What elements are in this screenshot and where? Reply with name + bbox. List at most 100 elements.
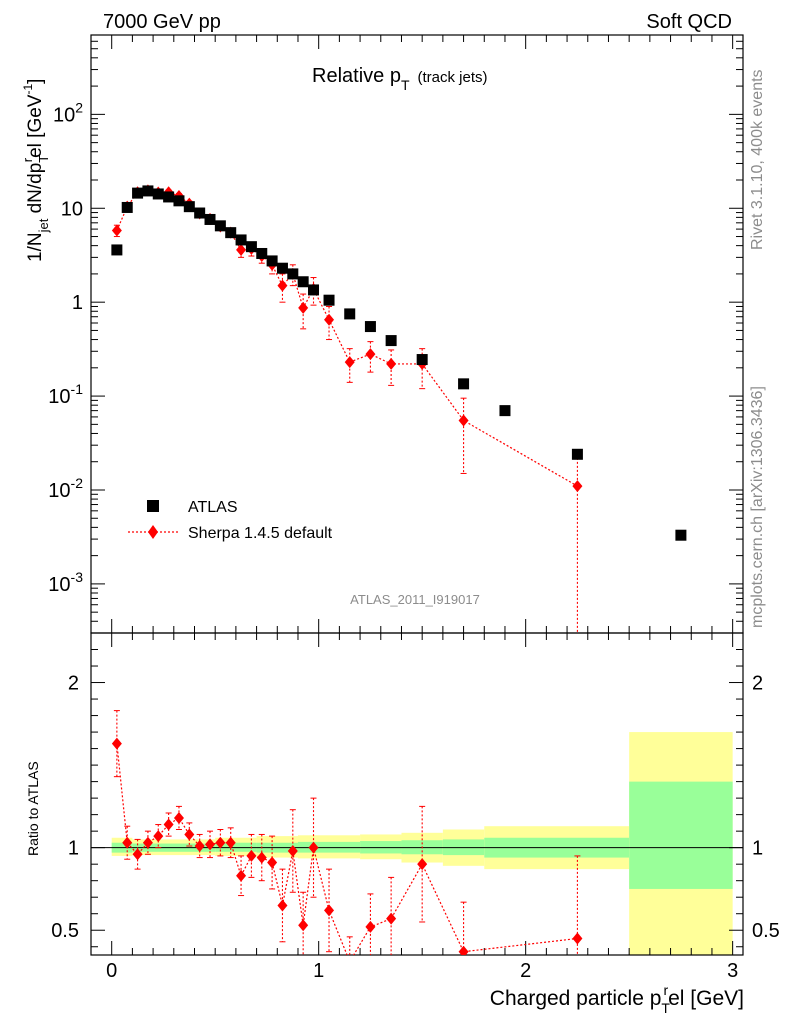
- ratio-frame: [90, 632, 744, 956]
- rivet-label: Rivet 3.1.10, 400k events: [749, 69, 766, 250]
- header-left: 7000 GeV pp: [103, 11, 221, 33]
- atlas-point: [364, 321, 376, 333]
- atlas-point: [416, 354, 428, 366]
- atlas-point: [214, 220, 226, 232]
- ratio-point: [572, 932, 583, 945]
- atlas-point: [163, 191, 175, 203]
- analysis-id: ATLAS_2011_I919017: [350, 592, 480, 607]
- y-tick-label-0: 10-3: [48, 569, 83, 596]
- sherpa-point: [572, 480, 583, 493]
- y-tick-label-4: 10: [61, 198, 83, 220]
- ratio-point: [111, 737, 122, 750]
- sherpa-point: [111, 224, 122, 237]
- x-tick-label-0: 0: [106, 960, 117, 982]
- x-tick-label-2: 2: [520, 960, 531, 982]
- ylabel-part-4: r: [20, 157, 35, 162]
- y-tick-label-5: 102: [53, 99, 83, 126]
- ratio-point: [365, 920, 376, 933]
- band-inner-9: [629, 781, 733, 889]
- ratio-point: [215, 836, 226, 849]
- xlabel-main: Charged particle p: [490, 987, 662, 1010]
- atlas-point: [121, 201, 133, 213]
- plot-title-sub: T: [401, 77, 410, 93]
- y-tick-label-2: 10-1: [48, 381, 83, 408]
- ratio-point: [308, 841, 319, 854]
- atlas-point: [385, 335, 397, 347]
- main-frame: [90, 34, 744, 634]
- x-tick-label-3: 3: [727, 960, 738, 982]
- mcplots-label: mcplots.cern.ch [arXiv:1306.3436]: [749, 386, 766, 628]
- atlas-point: [152, 188, 164, 200]
- legend-atlas-label: ATLAS: [188, 499, 238, 516]
- sherpa-line: [116, 189, 578, 487]
- x-axis-label: Charged particle pTrel [GeV]: [490, 982, 744, 1016]
- ratio-point: [225, 836, 236, 849]
- ylabel-part-0: 1/N: [25, 232, 46, 262]
- atlas-point: [256, 247, 268, 259]
- main-plot-layer: 10-3 10-2 10-1 1 10 102: [48, 34, 744, 634]
- legend-sherpa-marker: [148, 525, 158, 539]
- atlas-point: [142, 185, 154, 197]
- sherpa-point: [344, 356, 355, 369]
- ratio-point: [236, 869, 247, 882]
- atlas-point: [183, 201, 195, 213]
- atlas-point: [194, 207, 206, 219]
- ratio-point: [458, 945, 469, 955]
- atlas-point: [297, 276, 309, 288]
- ratio-point: [277, 899, 288, 912]
- sherpa-point: [365, 348, 376, 361]
- ylabel-part-1: jet: [36, 218, 51, 233]
- plot-title-extra: (track jets): [418, 69, 488, 86]
- x-tick-label-1: 1: [313, 960, 324, 982]
- ratio-point: [184, 828, 195, 841]
- ratio-point: [256, 851, 267, 864]
- sherpa-point: [298, 301, 309, 314]
- ratio-points-group: [111, 710, 583, 968]
- sherpa-point: [458, 414, 469, 427]
- atlas-point: [225, 227, 237, 239]
- ratio-tick-label-right-1: 1: [752, 838, 763, 860]
- y-tick-label-1: 10-2: [48, 475, 83, 502]
- atlas-point: [323, 294, 335, 306]
- ylabel-part-3: T: [36, 155, 51, 163]
- ratio-tick-label-left-0: 0.5: [51, 920, 79, 942]
- legend-atlas-marker: [147, 500, 159, 512]
- ratio-point: [142, 836, 153, 849]
- atlas-point: [458, 378, 470, 390]
- ratio-axis-label: Ratio to ATLAS: [25, 761, 41, 856]
- ratio-tick-label-right-2: 2: [752, 673, 763, 695]
- atlas-point: [173, 195, 185, 207]
- xlabel-tail: el [GeV]: [668, 987, 744, 1010]
- atlas-point: [235, 234, 247, 246]
- sherpa-point: [236, 243, 247, 256]
- y-axis-label: 1/Njet dN/dpTrel [GeV-1]: [20, 79, 51, 262]
- ratio-point: [122, 836, 133, 849]
- ylabel-part-7: ]: [25, 79, 46, 84]
- atlas-point: [344, 308, 356, 320]
- ratio-point: [132, 848, 143, 861]
- ratio-point: [246, 849, 257, 862]
- sherpa-point: [386, 357, 397, 370]
- ratio-point: [153, 830, 164, 843]
- atlas-point: [276, 262, 288, 274]
- ratio-point: [287, 844, 298, 857]
- xlabel-sup: r: [663, 982, 668, 998]
- legend-sherpa-label: Sherpa 1.4.5 default: [188, 525, 333, 542]
- ylabel-part-5: el [GeV: [25, 94, 46, 158]
- atlas-point: [499, 405, 511, 417]
- ratio-point: [386, 912, 397, 925]
- ratio-tick-label-left-2: 2: [68, 673, 79, 695]
- ratio-point: [345, 956, 355, 968]
- xlabel-sub: T: [661, 1000, 670, 1016]
- ratio-point: [417, 858, 428, 871]
- ratio-point: [298, 919, 309, 932]
- atlas-point: [111, 244, 123, 256]
- ratio-tick-label-left-1: 1: [68, 838, 79, 860]
- ratio-tick-label-right-0: 0.5: [752, 920, 780, 942]
- header-right: Soft QCD: [646, 11, 732, 33]
- ratio-plot-layer: 0 1 2 3 0.5 0.5 1 1 2 2: [51, 632, 780, 982]
- ratio-point: [267, 856, 278, 869]
- sherpa-point: [277, 279, 288, 292]
- atlas-point: [308, 284, 320, 296]
